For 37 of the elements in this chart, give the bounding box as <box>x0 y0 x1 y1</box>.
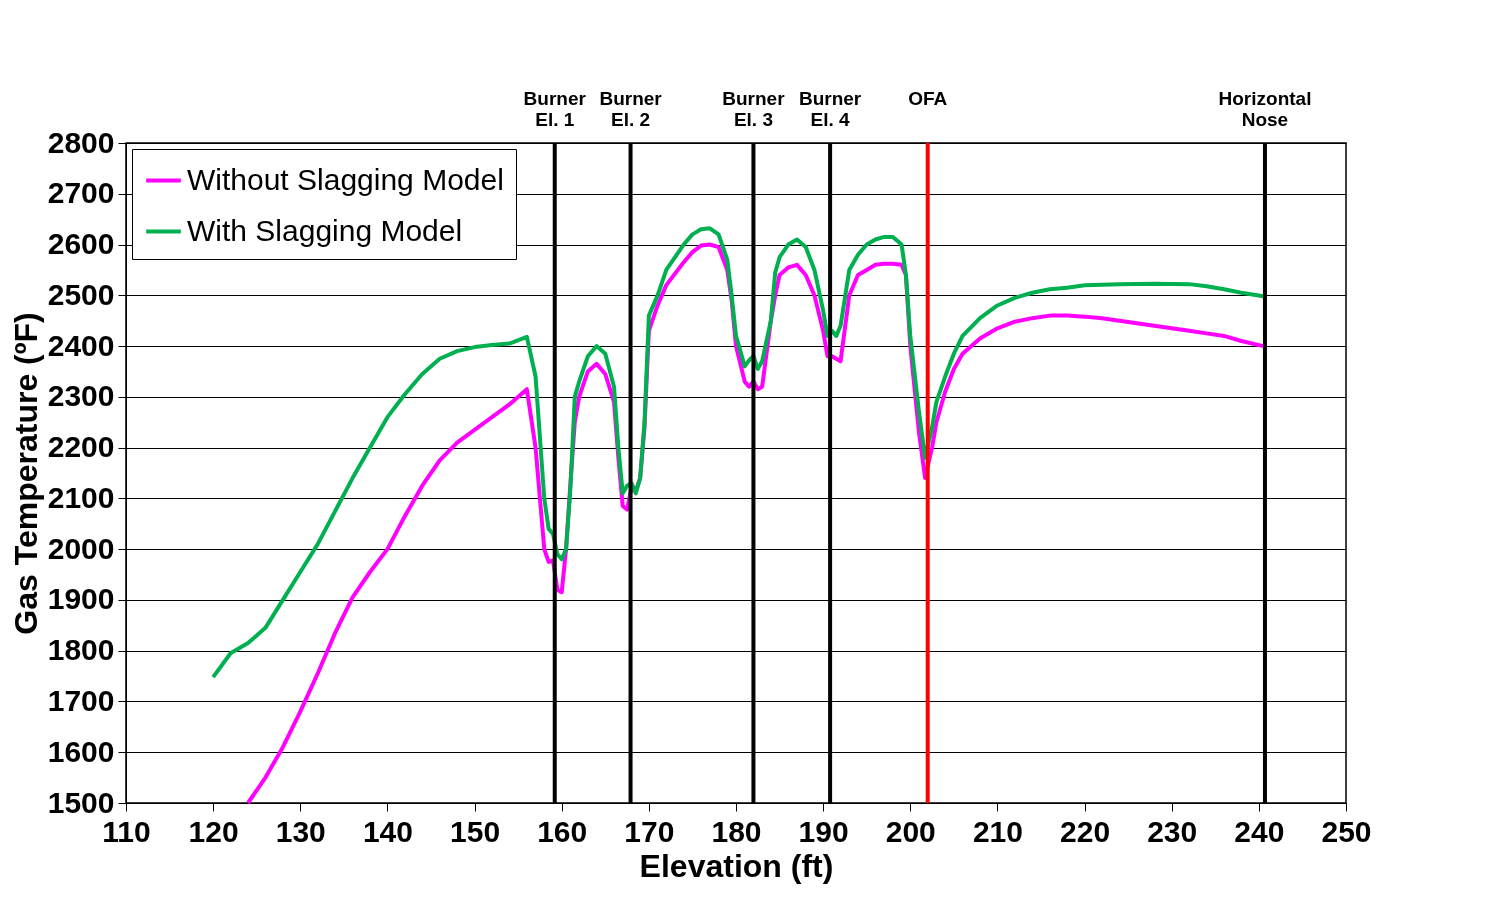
x-tick-label: 250 <box>1321 814 1372 848</box>
ref-line-label: Burner El. 4 <box>798 88 862 130</box>
y-tick-label: 2700 <box>47 176 115 210</box>
x-tick-label: 210 <box>972 814 1023 848</box>
y-tick-label: 2800 <box>47 125 115 159</box>
legend-label: With Slagging Model <box>187 213 463 247</box>
ref-line-label: Burner El. 2 <box>599 88 663 130</box>
x-axis-title: Elevation (ft) <box>639 847 834 884</box>
x-tick-label: 230 <box>1147 814 1198 848</box>
x-tick-label: 220 <box>1060 814 1111 848</box>
y-tick-label: 1600 <box>47 734 115 768</box>
x-tick-label: 190 <box>798 814 849 848</box>
ref-line-label: OFA <box>908 88 948 109</box>
legend-label: Without Slagging Model <box>187 162 504 196</box>
x-tick-label: 180 <box>711 814 762 848</box>
ref-line-label: Burner El. 3 <box>722 88 786 130</box>
x-tick-label: 150 <box>450 814 501 848</box>
ref-line-label: Burner El. 1 <box>523 88 587 130</box>
x-tick-label: 240 <box>1234 814 1285 848</box>
y-tick-label: 2000 <box>47 531 115 565</box>
y-tick-label: 2300 <box>47 379 115 413</box>
y-tick-label: 1800 <box>47 633 115 667</box>
x-tick-label: 170 <box>624 814 675 848</box>
y-tick-label: 2400 <box>47 328 115 362</box>
y-tick-label: 1900 <box>47 582 115 616</box>
x-tick-label: 200 <box>885 814 936 848</box>
y-tick-label: 2200 <box>47 430 115 464</box>
x-tick-label: 160 <box>537 814 588 848</box>
ref-line-label: Horizontal Nose <box>1218 88 1312 130</box>
x-tick-label: 120 <box>188 814 239 848</box>
y-tick-label: 2600 <box>47 227 115 261</box>
y-tick-label: 2500 <box>47 277 115 311</box>
y-tick-label: 2100 <box>47 480 115 514</box>
x-tick-label: 140 <box>362 814 413 848</box>
y-tick-label: 1700 <box>47 683 115 717</box>
y-axis-title: Gas Temperature (ºF) <box>7 312 44 635</box>
x-tick-label: 130 <box>275 814 326 848</box>
